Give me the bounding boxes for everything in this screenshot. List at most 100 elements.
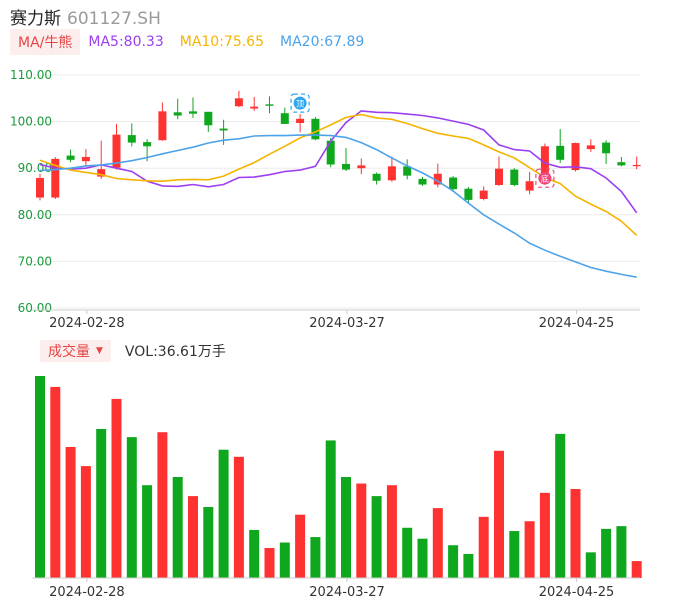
- candle-body: [556, 145, 565, 160]
- stock-name: 赛力斯: [10, 9, 61, 29]
- candle-body: [510, 169, 519, 185]
- candle: [479, 186, 488, 201]
- volume-bar: [524, 521, 535, 578]
- candle-body: [540, 146, 549, 173]
- volume-bar: [233, 456, 244, 578]
- candle-body: [158, 111, 167, 141]
- volume-bar: [264, 547, 275, 578]
- marker-label: 底: [541, 174, 549, 184]
- bottom-signal-marker[interactable]: 底: [535, 168, 555, 188]
- candle-body: [250, 106, 259, 109]
- volume-bar: [631, 561, 642, 578]
- candle: [326, 137, 335, 168]
- volume-toggle-label: 成交量: [48, 344, 90, 360]
- volume-bar: [570, 489, 581, 578]
- candle-body: [525, 181, 534, 191]
- candle-body: [234, 98, 243, 107]
- candle: [97, 140, 106, 179]
- candle: [632, 156, 641, 170]
- marker-frame: [290, 93, 310, 113]
- price-date-axis: 2024-02-28 2024-03-27 2024-04-25: [32, 309, 640, 331]
- volume-bar: [172, 477, 183, 578]
- volume-date-axis: 2024-02-28 2024-03-27 2024-04-25: [32, 577, 640, 600]
- candle-body: [433, 173, 442, 185]
- candle: [127, 123, 136, 147]
- candle-body: [97, 169, 106, 177]
- volume-bar: [249, 529, 260, 578]
- candle: [556, 129, 565, 164]
- volume-bar: [295, 514, 306, 578]
- candle-body: [143, 142, 152, 147]
- candle: [387, 156, 396, 182]
- candle-body: [449, 177, 458, 190]
- volume-bar: [35, 376, 45, 578]
- price-grid: [32, 74, 640, 309]
- y-tick-label: 110.00: [10, 68, 52, 82]
- y-tick-label: 100.00: [10, 115, 52, 129]
- volume-bar: [50, 386, 61, 578]
- volume-bar: [585, 552, 596, 578]
- volume-bar: [80, 466, 91, 578]
- candle-body: [173, 112, 182, 116]
- candle-body: [265, 104, 274, 106]
- candle: [617, 157, 626, 167]
- ma-toggle-button[interactable]: MA/牛熊: [10, 29, 81, 55]
- volume-bar: [157, 432, 168, 578]
- volume-bar: [111, 398, 122, 578]
- candle: [586, 139, 595, 152]
- ma20-legend: MA20:67.89: [280, 34, 365, 50]
- candle-body: [464, 188, 473, 200]
- marker-frame: [535, 168, 555, 188]
- x-tick-label: 2024-04-25: [539, 585, 615, 600]
- candle-body: [219, 128, 228, 131]
- candle-body: [571, 143, 580, 171]
- candle: [449, 176, 458, 192]
- candle-body: [602, 142, 611, 154]
- candle-body: [418, 178, 427, 185]
- candle-body: [326, 140, 335, 165]
- volume-bar: [402, 527, 413, 578]
- candle: [495, 156, 503, 186]
- x-tick-label: 2024-03-27: [309, 316, 385, 331]
- marker-badge: [293, 96, 307, 110]
- candle: [112, 123, 121, 170]
- ma10-line: [39, 113, 638, 236]
- candle: [342, 148, 350, 171]
- candle-body: [66, 155, 75, 160]
- candle-body: [81, 157, 90, 162]
- candle: [265, 96, 274, 114]
- ma20-line: [39, 134, 637, 278]
- candle-body: [51, 158, 60, 198]
- volume-bar: [126, 437, 137, 578]
- candle-body: [280, 113, 289, 124]
- volume-bar: [203, 507, 214, 578]
- caret-down-icon: ▼: [96, 346, 103, 356]
- candle: [51, 157, 60, 199]
- volume-bar: [463, 553, 474, 578]
- candle-body: [311, 118, 320, 140]
- candle-body: [357, 165, 366, 169]
- candle: [525, 171, 534, 195]
- volume-indicator-dropdown[interactable]: 成交量 ▼: [40, 340, 111, 362]
- candlestick-series: [36, 90, 641, 204]
- candle: [189, 97, 197, 118]
- volume-bar: [341, 477, 351, 578]
- volume-bar: [539, 492, 550, 578]
- candle: [296, 114, 305, 133]
- candle: [510, 168, 519, 187]
- volume-bar: [448, 545, 459, 578]
- y-tick-label: 80.00: [18, 208, 52, 222]
- volume-bar: [616, 526, 627, 578]
- candle: [81, 149, 90, 167]
- volume-bar: [601, 528, 612, 578]
- candle-body: [617, 162, 626, 166]
- volume-bar: [356, 483, 367, 578]
- candle-body: [296, 118, 305, 123]
- candle: [66, 149, 75, 163]
- candle: [173, 98, 182, 120]
- top-signal-marker[interactable]: 顶: [290, 93, 310, 113]
- y-tick-label: 60.00: [18, 301, 52, 315]
- volume-bar: [478, 516, 489, 578]
- volume-bar: [417, 538, 428, 578]
